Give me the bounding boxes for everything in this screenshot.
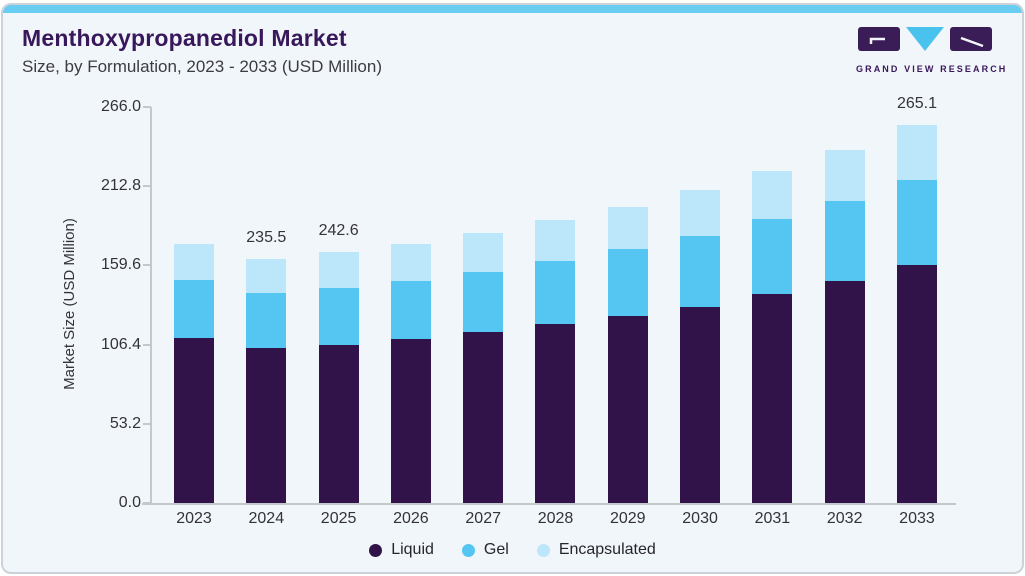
y-tick-mark [143, 343, 151, 346]
bar-2025: 242.6 2025 [318, 222, 359, 527]
bar-segment-liquid-2032 [824, 280, 865, 503]
chart-header: Menthoxypropanediol Market Size, by Form… [22, 25, 382, 77]
page-title: Menthoxypropanediol Market [22, 25, 347, 51]
plot-area: 2023 235.5 2024 242.6 2025 2026 2027 2028 2029 20… [152, 95, 956, 527]
bar-value-label-2033: 265.1 [896, 94, 937, 112]
bar-value-label-2025: 242.6 [318, 221, 359, 239]
bar-segment-encapsulated-2026 [390, 243, 431, 281]
y-tick-label: 0.0 [118, 494, 141, 511]
bar-2030: 2030 [680, 190, 721, 527]
bar-2028: 2028 [535, 220, 576, 527]
bar-segment-gel-2025 [318, 287, 359, 345]
gvr-logo-icon [858, 27, 992, 51]
bar-segment-gel-2026 [390, 280, 431, 339]
chart-legend: Liquid Gel Encapsulated [3, 541, 1022, 559]
bar-segment-gel-2027 [463, 271, 504, 332]
bar-segment-encapsulated-2024 [246, 259, 287, 294]
bar-2024: 235.5 2024 [246, 229, 287, 527]
bar-segment-liquid-2029 [607, 315, 648, 503]
legend-item-encapsulated: Encapsulated [536, 541, 656, 559]
bar-segment-encapsulated-2032 [824, 150, 865, 201]
y-tick-mark [143, 106, 151, 108]
bar-segment-encapsulated-2027 [463, 233, 504, 272]
chart-card: Menthoxypropanediol Market Size, by Form… [1, 3, 1024, 574]
legend-dot-gel [461, 543, 475, 557]
bar-segment-gel-2028 [535, 260, 576, 325]
bar-2032: 2032 [824, 150, 865, 527]
legend-dot-liquid [369, 543, 383, 557]
bar-segment-liquid-2025 [318, 344, 359, 503]
bar-segment-encapsulated-2025 [318, 251, 359, 288]
x-tick-label-2030: 2030 [682, 510, 718, 527]
accent-top-band [3, 5, 1022, 13]
y-tick-mark [143, 264, 151, 267]
bar-segment-liquid-2031 [752, 294, 793, 503]
bar-segment-encapsulated-2033 [896, 124, 937, 180]
bar-segment-gel-2029 [607, 249, 648, 316]
logo-wordmark: GRAND VIEW RESEARCH [856, 64, 1008, 74]
bar-2033: 265.1 2033 [896, 95, 937, 527]
bar-segment-encapsulated-2030 [680, 190, 721, 236]
y-tick-label: 106.4 [100, 335, 141, 353]
bar-2029: 2029 [607, 206, 648, 527]
bar-segment-liquid-2023 [174, 338, 214, 503]
bar-2031: 2031 [752, 171, 793, 527]
y-tick-mark [143, 422, 151, 425]
y-tick-mark [143, 502, 151, 504]
bar-segment-liquid-2027 [463, 331, 504, 503]
bar-segment-gel-2032 [824, 200, 865, 281]
bar-value-label-2024: 235.5 [246, 229, 287, 247]
bar-segment-liquid-2033 [896, 264, 937, 503]
x-tick-label-2026: 2026 [393, 510, 429, 527]
bar-segment-liquid-2030 [680, 306, 721, 503]
bar-2026: 2026 [390, 243, 431, 527]
bar-segment-liquid-2026 [390, 338, 431, 503]
x-tick-label-2029: 2029 [609, 510, 646, 527]
legend-label-encapsulated: Encapsulated [558, 541, 656, 558]
x-tick-label-2027: 2027 [465, 510, 501, 527]
legend-item-gel: Gel [461, 541, 509, 559]
y-tick-label: 266.0 [100, 98, 141, 115]
y-tick-label: 53.2 [109, 414, 141, 432]
x-tick-label-2025: 2025 [320, 510, 357, 527]
bar-segment-gel-2031 [752, 218, 793, 295]
bar-segment-gel-2030 [680, 235, 721, 307]
bar-segment-gel-2033 [896, 179, 937, 265]
bar-segment-liquid-2028 [535, 324, 576, 503]
y-axis-line [150, 107, 152, 504]
legend-label-gel: Gel [483, 541, 509, 558]
bar-segment-liquid-2024 [246, 348, 287, 503]
page-subtitle: Size, by Formulation, 2023 - 2033 (USD M… [22, 57, 382, 76]
x-tick-label-2033: 2033 [899, 510, 935, 527]
bar-segment-encapsulated-2029 [607, 206, 648, 250]
bar-segment-gel-2024 [246, 293, 287, 349]
y-tick-label: 212.8 [100, 177, 141, 195]
bar-segment-encapsulated-2023 [174, 243, 214, 280]
legend-item-liquid: Liquid [369, 541, 434, 559]
x-tick-label-2024: 2024 [248, 510, 285, 527]
bar-segment-gel-2023 [174, 280, 214, 339]
y-tick-mark [143, 185, 151, 188]
bar-segment-encapsulated-2031 [752, 171, 793, 219]
bar-2027: 2027 [463, 233, 504, 527]
bar-2023: 2023 [174, 243, 214, 527]
legend-label-liquid: Liquid [391, 541, 434, 558]
grand-view-research-logo: GRAND VIEW RESEARCH [856, 27, 1008, 74]
x-tick-label-2031: 2031 [754, 510, 791, 527]
x-tick-label-2023: 2023 [176, 510, 212, 527]
y-tick-label: 159.6 [100, 256, 141, 274]
x-axis-line [142, 503, 956, 505]
x-tick-label-2032: 2032 [826, 510, 863, 527]
x-tick-label-2028: 2028 [537, 510, 574, 527]
legend-dot-encapsulated [536, 543, 550, 557]
bar-segment-encapsulated-2028 [535, 220, 576, 261]
